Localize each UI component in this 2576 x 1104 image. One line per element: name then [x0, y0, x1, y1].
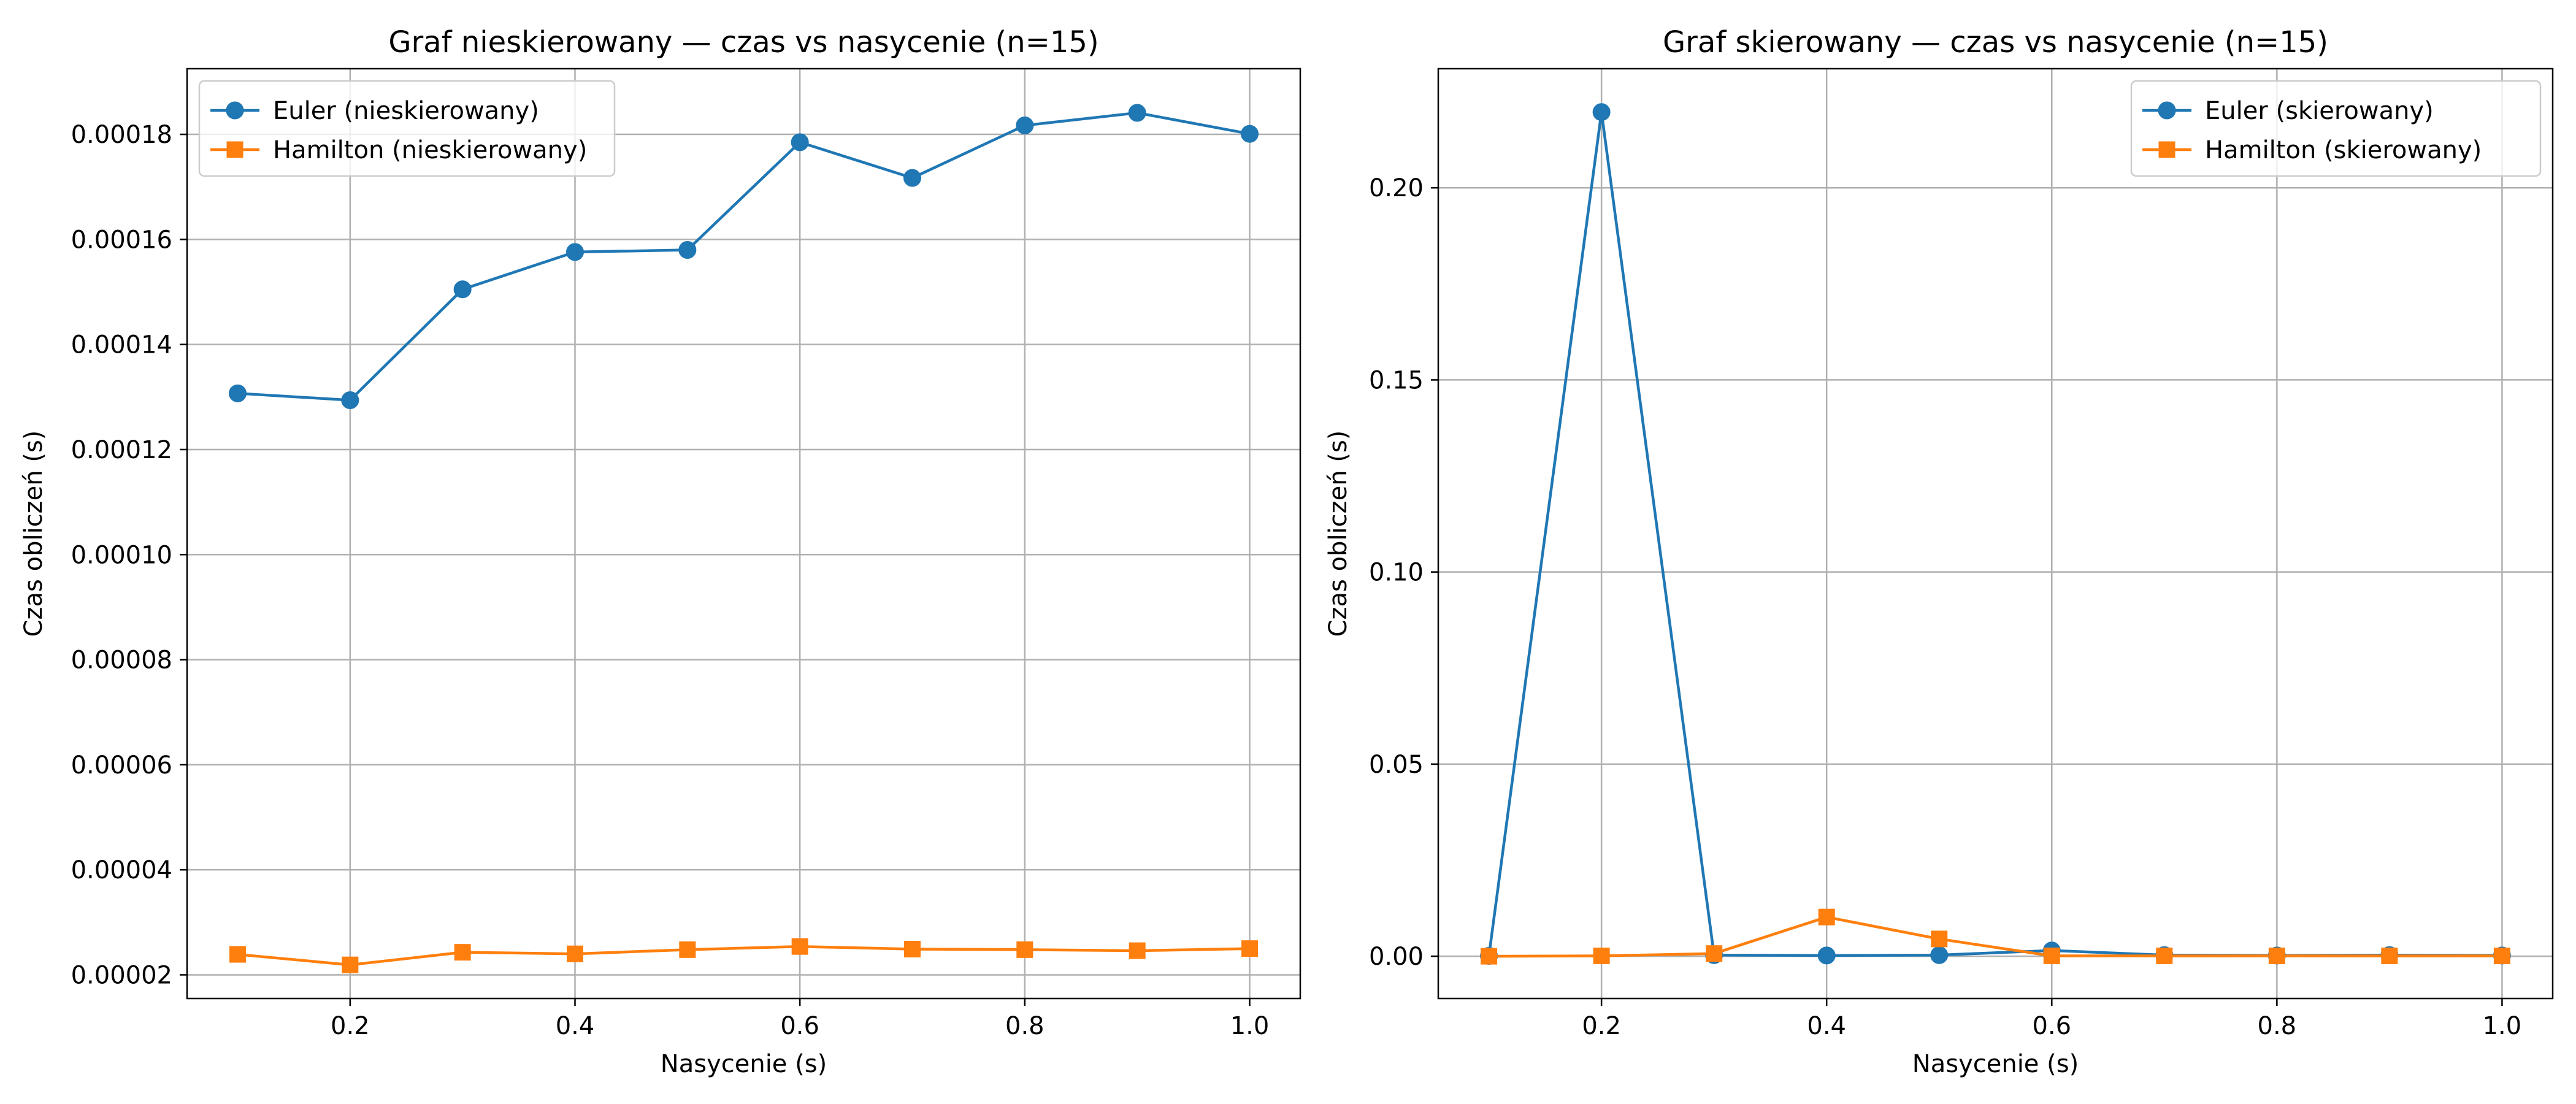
legend-marker	[2158, 141, 2175, 158]
legend-marker	[2158, 101, 2176, 120]
legend-label: Euler (skierowany)	[2205, 97, 2434, 125]
data-point	[229, 946, 246, 963]
data-point	[1593, 947, 1610, 964]
data-point	[903, 169, 921, 187]
x-tick-label: 0.4	[556, 1012, 595, 1040]
x-tick-label: 0.6	[780, 1012, 819, 1040]
y-tick-label: 0.00010	[71, 541, 172, 569]
data-point	[2043, 947, 2060, 964]
data-point	[1241, 125, 1259, 143]
x-tick-label: 0.2	[331, 1012, 370, 1040]
data-point	[1818, 908, 1835, 926]
y-tick-label: 0.00	[1369, 943, 1424, 971]
data-point	[791, 938, 808, 955]
x-tick-label: 0.2	[1582, 1012, 1621, 1040]
series-line	[237, 945, 1250, 967]
data-point	[1592, 103, 1611, 121]
data-point	[341, 391, 359, 409]
series-1	[229, 938, 1258, 973]
x-tick-label: 0.4	[1807, 1012, 1846, 1040]
x-tick-label: 0.8	[2258, 1012, 2297, 1040]
data-point	[2268, 947, 2285, 964]
legend-item: Hamilton (skierowany)	[2142, 136, 2482, 164]
data-point	[1930, 946, 1949, 964]
x-tick-label: 0.6	[2032, 1012, 2071, 1040]
data-point	[566, 243, 584, 261]
y-tick-label: 0.00004	[71, 856, 172, 884]
data-point	[1128, 104, 1146, 122]
x-tick-label: 1.0	[1230, 1012, 1270, 1040]
y-tick-label: 0.00006	[71, 751, 172, 780]
y-tick-label: 0.20	[1369, 174, 1424, 202]
series-line	[237, 111, 1250, 402]
legend-label: Hamilton (nieskierowany)	[273, 136, 587, 164]
plot-frame	[186, 67, 1301, 1000]
legend-marker	[226, 141, 243, 158]
data-point	[679, 941, 696, 958]
data-point	[454, 944, 471, 961]
chart-directed: 0.2 0.4 0.6 0.8 1.0 0.00 0.05 0.10 0.15 0.20 Graf …	[1324, 25, 2554, 1078]
y-axis-label: Czas obliczeń (s)	[20, 431, 48, 637]
y-tick-label: 0.00014	[71, 331, 172, 359]
grid	[187, 69, 1300, 999]
y-tick-label: 0.00016	[71, 226, 172, 254]
legend-label: Hamilton (skierowany)	[2205, 136, 2482, 164]
data-point	[904, 940, 921, 957]
legend-item: Euler (skierowany)	[2142, 97, 2434, 125]
chart-undirected: 0.2 0.4 0.6 0.8 1.0 0.00002 0.00004 0.00006 0.00…	[20, 25, 1301, 1078]
y-tick-label: 0.05	[1369, 751, 1424, 779]
legend-item: Hamilton (nieskierowany)	[210, 136, 587, 164]
data-point	[342, 956, 359, 973]
legend: Euler (skierowany) Hamilton (skierowany)	[2130, 80, 2542, 177]
x-axis-label: Nasycenie (s)	[661, 1050, 827, 1078]
data-point	[1016, 117, 1034, 135]
data-point	[1706, 945, 1723, 962]
data-point	[1817, 946, 1836, 965]
legend-item: Euler (nieskierowany)	[210, 97, 539, 125]
y-axis-label: Czas obliczeń (s)	[1324, 431, 1352, 637]
data-point	[1481, 948, 1498, 965]
x-tick-label: 1.0	[2483, 1012, 2522, 1040]
data-point	[2493, 947, 2510, 964]
y-tick-label: 0.00012	[71, 436, 172, 464]
series-1	[1481, 908, 2510, 965]
y-tick-label: 0.10	[1369, 559, 1424, 587]
data-point	[678, 240, 697, 259]
data-point	[2381, 947, 2398, 964]
plot-frame	[1437, 67, 2554, 1000]
x-tick-label: 0.8	[1005, 1012, 1045, 1040]
y-tick-label: 0.00008	[71, 646, 172, 675]
y-tick-label: 0.15	[1369, 366, 1424, 394]
series-line	[1489, 915, 2502, 958]
data-point	[229, 384, 247, 402]
data-point	[1931, 930, 1948, 948]
y-tick-label: 0.00018	[71, 121, 172, 149]
chart-title: Graf skierowany — czas vs nasycenie (n=1…	[1663, 25, 2328, 59]
series-0	[229, 104, 1259, 409]
chart-title: Graf nieskierowany — czas vs nasycenie (…	[388, 25, 1098, 59]
data-point	[1016, 941, 1033, 958]
legend: Euler (nieskierowany) Hamilton (nieskiero…	[198, 80, 616, 177]
legend-box	[198, 80, 616, 177]
data-point	[1241, 940, 1258, 957]
data-point	[453, 280, 472, 299]
legend-marker	[226, 101, 244, 120]
legend-label: Euler (nieskierowany)	[273, 97, 539, 125]
data-point	[567, 945, 583, 962]
data-point	[2156, 947, 2173, 964]
x-axis-label: Nasycenie (s)	[1912, 1050, 2079, 1078]
data-point	[791, 133, 809, 151]
legend-box	[2130, 80, 2542, 177]
data-point	[1129, 942, 1146, 959]
y-tick-label: 0.00002	[71, 961, 172, 989]
